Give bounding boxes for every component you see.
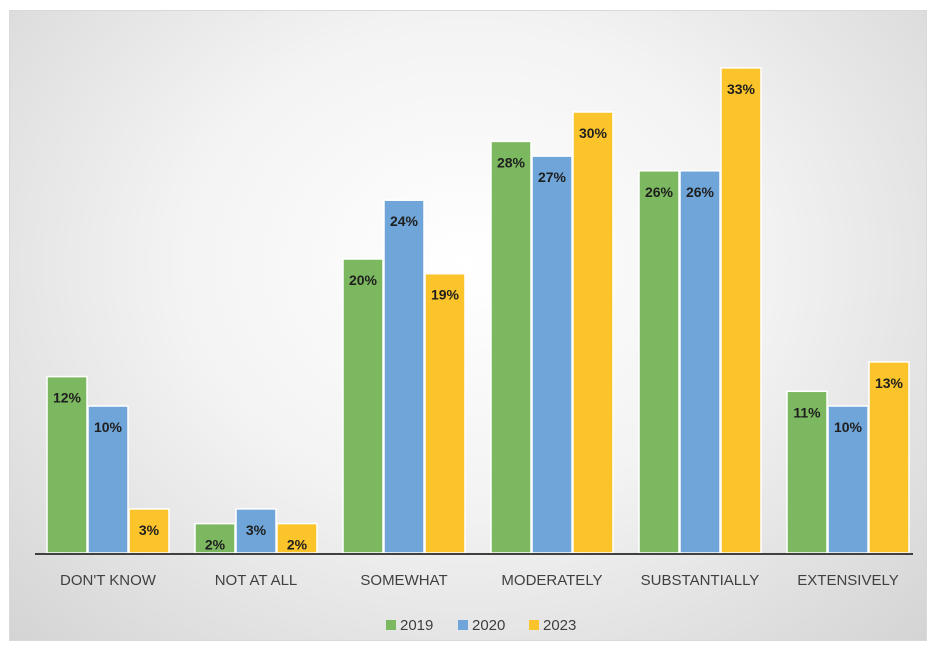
data-label-2019-5: 11% xyxy=(793,404,821,420)
bar-2023-5[interactable] xyxy=(868,361,910,554)
data-label-2023-4: 33% xyxy=(727,81,756,97)
bar-2019-0[interactable] xyxy=(46,375,88,554)
bar-2019-2[interactable] xyxy=(342,258,384,554)
data-label-2023-0: 3% xyxy=(139,522,160,538)
category-label-4: SUBSTANTIALLY xyxy=(641,572,760,589)
bar-2023-4[interactable] xyxy=(720,67,762,554)
data-label-2020-4: 26% xyxy=(686,184,715,200)
data-label-2020-3: 27% xyxy=(538,169,567,185)
data-label-2019-0: 12% xyxy=(53,390,82,406)
legend-swatch-2019 xyxy=(386,620,396,630)
bar-2019-3[interactable] xyxy=(490,140,532,554)
data-label-2023-2: 19% xyxy=(431,287,460,303)
data-label-2020-2: 24% xyxy=(390,213,419,229)
bar-2020-3[interactable] xyxy=(531,155,573,554)
data-label-2023-1: 2% xyxy=(287,537,308,553)
legend-swatch-2020 xyxy=(458,620,468,630)
data-label-2019-3: 28% xyxy=(497,154,526,170)
category-label-1: NOT AT ALL xyxy=(215,572,298,589)
data-label-2023-3: 30% xyxy=(579,125,608,141)
bar-2023-3[interactable] xyxy=(572,111,614,554)
bar-2020-4[interactable] xyxy=(679,170,721,554)
bar-2020-2[interactable] xyxy=(383,199,425,554)
bar-2019-5[interactable] xyxy=(786,390,828,554)
legend-label-2019: 2019 xyxy=(400,617,433,634)
data-label-2019-1: 2% xyxy=(205,537,226,553)
data-label-2020-1: 3% xyxy=(246,522,267,538)
category-label-3: MODERATELY xyxy=(501,572,602,589)
legend-label-2023: 2023 xyxy=(543,617,576,634)
bar-2023-0[interactable] xyxy=(128,508,170,554)
bar-2020-1[interactable] xyxy=(235,508,277,554)
data-label-2019-4: 26% xyxy=(645,184,674,200)
data-label-2023-5: 13% xyxy=(875,375,904,391)
data-label-2019-2: 20% xyxy=(349,272,378,288)
category-label-0: DON'T KNOW xyxy=(60,572,157,589)
bar-2019-4[interactable] xyxy=(638,170,680,554)
legend-swatch-2023 xyxy=(529,620,539,630)
category-label-5: EXTENSIVELY xyxy=(797,572,898,589)
category-label-2: SOMEWHAT xyxy=(360,572,447,589)
legend-label-2020: 2020 xyxy=(472,617,505,634)
data-label-2020-5: 10% xyxy=(834,419,863,435)
bar-2023-2[interactable] xyxy=(424,272,466,554)
data-label-2020-0: 10% xyxy=(94,419,123,435)
